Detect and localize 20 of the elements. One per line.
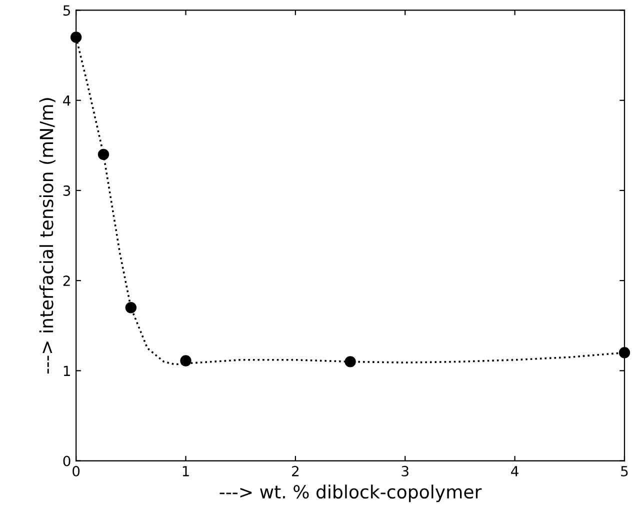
x-axis-title: ---> wt. % diblock-copolymer <box>220 484 482 502</box>
y-tick-label: 5 <box>63 5 70 16</box>
x-tick-label: 3 <box>402 466 408 476</box>
point <box>618 347 630 358</box>
point <box>180 355 192 366</box>
y-tick-label: 3 <box>63 185 70 196</box>
x-tick-label: 1 <box>182 466 189 476</box>
y-tick-label: 0 <box>63 456 70 466</box>
x-tick-label: 2 <box>292 466 298 476</box>
y-tick-label: 1 <box>64 366 70 376</box>
y-axis-title: ---> interfacial tension (mN/m) <box>39 98 56 374</box>
y-tick-label: 4 <box>63 96 70 106</box>
point <box>98 148 110 160</box>
y-tick-label: 2 <box>63 276 70 286</box>
x-tick-label: 4 <box>511 466 518 476</box>
point <box>344 356 356 368</box>
x-tick-label: 0 <box>72 466 80 476</box>
point <box>125 302 137 314</box>
point <box>70 32 82 43</box>
x-tick-label: 5 <box>621 466 628 476</box>
